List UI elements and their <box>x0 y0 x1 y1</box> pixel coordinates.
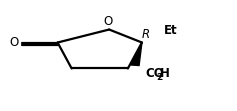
Text: H: H <box>160 67 169 80</box>
Text: R: R <box>142 28 150 41</box>
Polygon shape <box>131 43 142 65</box>
Text: CO: CO <box>146 67 164 80</box>
Text: 2: 2 <box>156 73 163 82</box>
Text: O: O <box>103 15 113 28</box>
Text: O: O <box>10 36 19 49</box>
Text: Et: Et <box>164 24 178 37</box>
